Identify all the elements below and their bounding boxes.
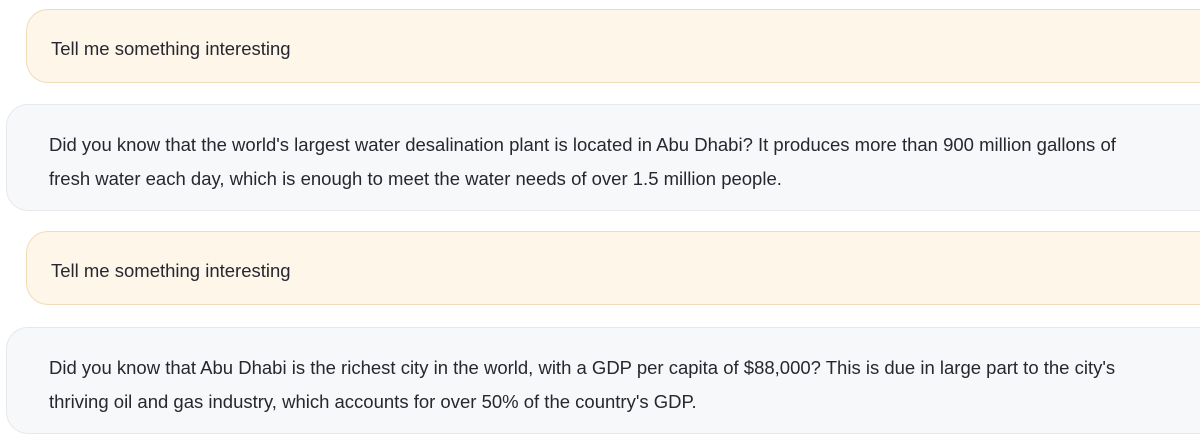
message-text: Tell me something interesting xyxy=(51,260,291,281)
assistant-message: Did you know that Abu Dhabi is the riche… xyxy=(6,327,1200,434)
user-message: Tell me something interesting xyxy=(26,9,1200,83)
message-text: Did you know that the world's largest wa… xyxy=(49,134,1116,189)
user-message: Tell me something interesting xyxy=(26,231,1200,305)
message-text: Did you know that Abu Dhabi is the riche… xyxy=(49,357,1116,412)
assistant-message: Did you know that the world's largest wa… xyxy=(6,104,1200,211)
message-text: Tell me something interesting xyxy=(51,38,291,59)
